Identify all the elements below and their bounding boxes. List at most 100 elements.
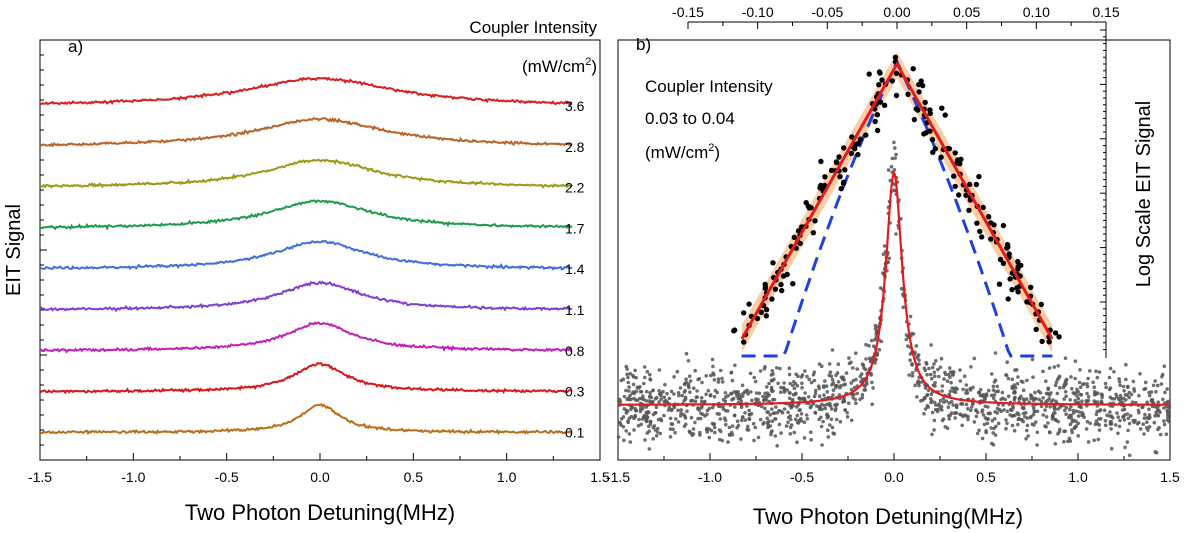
panel-b-data-point	[811, 372, 816, 377]
panel-b-data-point	[745, 427, 749, 432]
panel-b-data-point	[1108, 386, 1113, 390]
panel-b-data-point	[699, 411, 703, 416]
panel-b-data-point	[854, 351, 858, 356]
panel-b-data-point	[765, 410, 769, 414]
panel-b-data-point	[1094, 419, 1099, 423]
panel-b-data-point	[974, 414, 979, 419]
panel-b-data-point	[1092, 385, 1096, 390]
panel-b-data-point	[692, 386, 696, 391]
panel-b-data-point	[1125, 440, 1130, 444]
inset-data-point	[779, 287, 785, 294]
inset-x-tick-label: 0.05	[953, 4, 980, 20]
panel-b-data-point	[930, 410, 935, 415]
panel-b-data-point	[1069, 375, 1073, 379]
panel-b-data-point	[803, 369, 807, 373]
panel-b-data-point	[758, 417, 763, 422]
panel-b-data-point	[820, 407, 824, 412]
panel-b-data-point	[770, 419, 775, 424]
panel-a-series-label: 0.8	[565, 343, 585, 359]
panel-b-data-point	[877, 348, 882, 352]
panel-b-data-point	[1047, 397, 1051, 401]
panel-b-data-point	[658, 431, 663, 436]
panel-b-data-point	[813, 391, 818, 396]
panel-b-data-point	[792, 386, 797, 391]
panel-b-data-point	[872, 344, 876, 349]
panel-b-data-point	[1112, 370, 1116, 374]
inset-data-point	[872, 118, 878, 125]
panel-b-data-point	[827, 362, 832, 366]
panel-b-data-point	[693, 368, 697, 373]
panel-b-data-point	[633, 413, 637, 418]
panel-b-data-point	[1010, 423, 1015, 428]
panel-b-data-point	[834, 417, 839, 422]
panel-b-data-point	[1055, 391, 1060, 396]
panel-b-data-point	[1024, 437, 1028, 441]
panel-b-data-point	[995, 406, 1000, 411]
panel-b-data-point	[925, 393, 929, 398]
panel-b-data-point	[805, 417, 810, 421]
panel-b-data-point	[1163, 390, 1167, 395]
inset-data-point	[997, 256, 1004, 263]
panel-b-data-point	[832, 432, 837, 436]
panel-b-data-point	[849, 418, 854, 423]
panel-b-data-point	[786, 410, 790, 415]
panel-b-data-point	[726, 409, 730, 413]
panel-b-data-point	[954, 411, 959, 415]
panel-b-data-point	[656, 417, 661, 422]
panel-b-data-point	[1005, 409, 1010, 414]
panel-b-data-point	[764, 398, 769, 402]
panel-b-data-point	[1031, 375, 1035, 380]
panel-b-data-point	[706, 388, 711, 393]
inset-data-point	[863, 132, 869, 138]
panel-b-data-point	[718, 417, 723, 421]
panel-b-data-point	[811, 402, 816, 406]
panel-b-data-point	[1044, 415, 1049, 419]
inset-data-point	[842, 167, 848, 173]
panel-b-data-point	[1117, 377, 1121, 381]
panel-b-data-point	[851, 366, 855, 370]
panel-b-data-point	[770, 407, 774, 411]
panel-b-data-point	[790, 398, 795, 402]
panel-b-data-point	[1000, 390, 1005, 395]
panel-b-data-point	[939, 356, 944, 361]
panel-b-data-point	[712, 378, 717, 382]
panel-b-data-point	[621, 377, 626, 382]
panel-b-data-point	[1128, 414, 1133, 418]
panel-b-data-point	[893, 146, 897, 150]
inset-data-point	[951, 173, 957, 179]
panel-b-data-point	[1005, 421, 1009, 426]
panel-b-data-point	[1021, 388, 1026, 393]
panel-b-data-point	[1006, 394, 1011, 399]
panel-b-data-point	[1137, 393, 1141, 398]
inset-data-point	[803, 200, 809, 206]
panel-b-data-point	[682, 399, 686, 403]
panel-b-data-point	[1124, 398, 1128, 402]
panel-b-data-point	[940, 384, 945, 388]
panel-b-data-point	[805, 374, 809, 379]
panel-b-data-point	[829, 374, 834, 379]
panel-b-data-point	[707, 406, 712, 411]
panel-b-data-point	[992, 393, 997, 397]
panel-b-data-point	[908, 352, 913, 356]
panel-b-data-point	[1056, 432, 1060, 436]
panel-b-data-point	[739, 437, 743, 441]
panel-a-series-line	[39, 76, 573, 106]
panel-b-data-point	[941, 396, 946, 401]
panel-b-data-point	[733, 363, 737, 368]
panel-b-data-point	[639, 390, 644, 394]
panel-b-data-point	[835, 371, 840, 375]
panel-b-data-point	[782, 381, 786, 385]
panel-b-data-point	[1091, 380, 1095, 385]
panel-b-data-point	[622, 394, 627, 399]
panel-b-data-point	[819, 424, 824, 429]
panel-b-data-point	[827, 403, 831, 407]
panel-b-data-point	[962, 374, 967, 379]
panel-b-data-point	[826, 414, 831, 419]
panel-b-data-point	[659, 418, 664, 423]
panel-a-series-label: 1.7	[565, 220, 585, 236]
panel-b-data-point	[792, 430, 797, 435]
panel-b-data-point	[1053, 417, 1058, 422]
panel-b-data-point	[991, 431, 995, 435]
panel-b-data-point	[800, 373, 805, 377]
